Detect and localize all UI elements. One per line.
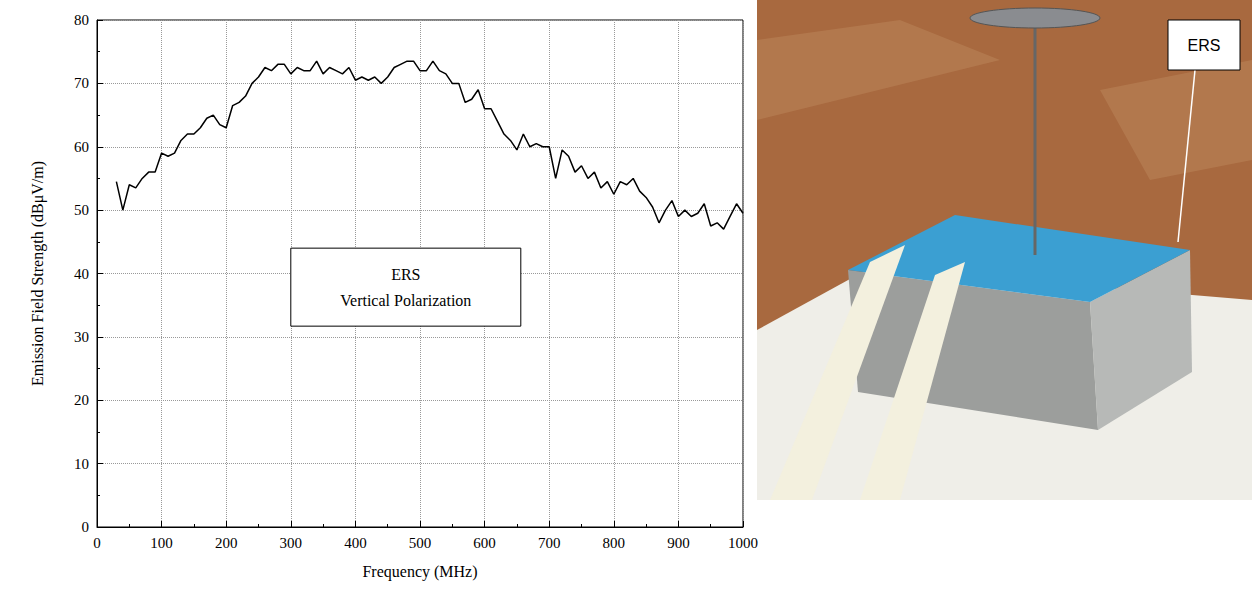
svg-text:600: 600 [473,535,496,551]
svg-text:Emission Field Strength (dBμV/: Emission Field Strength (dBμV/m) [29,161,47,386]
svg-text:700: 700 [538,535,561,551]
svg-text:Vertical Polarization: Vertical Polarization [340,292,471,309]
svg-text:40: 40 [74,266,89,282]
svg-text:800: 800 [603,535,626,551]
svg-text:0: 0 [82,519,90,535]
svg-text:300: 300 [280,535,303,551]
svg-text:0: 0 [93,535,101,551]
svg-text:200: 200 [215,535,238,551]
svg-text:30: 30 [74,329,89,345]
svg-text:ERS: ERS [1188,37,1221,54]
svg-text:70: 70 [74,75,89,91]
svg-text:Frequency (MHz): Frequency (MHz) [362,563,477,581]
svg-text:100: 100 [150,535,173,551]
svg-text:20: 20 [74,392,89,408]
svg-text:ERS: ERS [391,266,420,283]
svg-text:80: 80 [74,12,89,28]
svg-text:50: 50 [74,202,89,218]
svg-text:10: 10 [74,456,89,472]
svg-text:900: 900 [667,535,690,551]
svg-text:500: 500 [409,535,432,551]
svg-text:400: 400 [344,535,367,551]
svg-text:60: 60 [74,139,89,155]
svg-text:1000: 1000 [728,535,758,551]
